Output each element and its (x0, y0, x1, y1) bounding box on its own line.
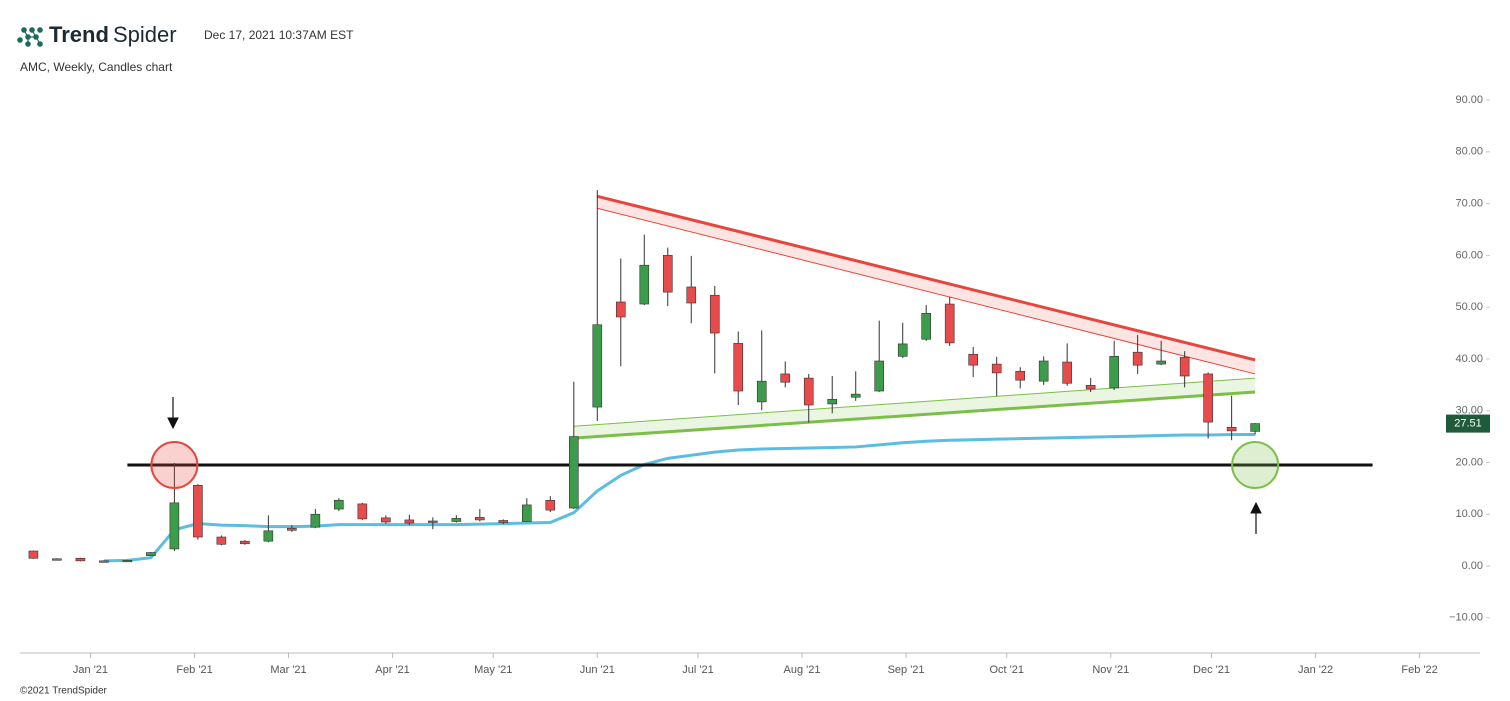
y-tick-label: 40.00 (1455, 353, 1483, 365)
candle-body (1062, 361, 1072, 384)
candle-body (662, 255, 673, 293)
x-tick-label: Apr '21 (375, 664, 410, 676)
candle-body (1156, 360, 1166, 365)
candle-body (287, 527, 297, 531)
highlight-circle (1231, 441, 1280, 490)
x-tick-label: Oct '21 (990, 664, 1025, 676)
candle-body (709, 294, 720, 334)
candle-body (1226, 426, 1237, 432)
candle-body (122, 560, 133, 563)
highlight-circle (150, 441, 199, 490)
candle-body (545, 499, 556, 511)
candle-body (263, 530, 274, 542)
y-tick-label: 90.00 (1455, 94, 1483, 106)
x-tick-label: Jan '21 (73, 664, 108, 676)
candle-body (146, 552, 156, 556)
y-tick-label: −10.00 (1449, 612, 1483, 624)
candle-body (686, 286, 697, 304)
x-tick-label: Mar '21 (270, 664, 306, 676)
timestamp: Dec 17, 2021 10:37AM EST (204, 28, 354, 42)
candle-body (1109, 356, 1119, 389)
y-tick-label: 60.00 (1455, 249, 1483, 261)
candle-body (216, 536, 227, 545)
y-tick-label: 10.00 (1455, 508, 1483, 520)
candle-body (874, 360, 885, 392)
x-tick-label: Jan '22 (1298, 664, 1333, 676)
candle-body (1085, 385, 1096, 390)
candle-body (99, 560, 109, 563)
candle-body (1179, 357, 1190, 377)
candle-body (357, 503, 368, 520)
candle-body (827, 399, 838, 405)
candle-body (756, 380, 767, 403)
candle-body (169, 502, 180, 550)
trendline (596, 194, 1256, 362)
candle-body (451, 518, 462, 522)
candle-body (193, 484, 203, 538)
copyright: ©2021 TrendSpider (20, 686, 108, 697)
arrow-down (167, 397, 179, 430)
candle-body (498, 520, 509, 523)
arrow-up (1250, 501, 1262, 534)
moving-average (103, 433, 1256, 563)
candle-body (733, 343, 744, 392)
x-tick-label: Dec '21 (1193, 664, 1230, 676)
x-tick-label: May '21 (474, 664, 512, 676)
candle-body (28, 550, 39, 559)
channel-fill (573, 378, 1256, 439)
candle-body (334, 499, 344, 510)
candle-body (404, 519, 415, 524)
candle-body (1132, 351, 1143, 366)
y-tick-label: 80.00 (1455, 146, 1483, 158)
last-price-box (1446, 414, 1490, 433)
subtitle: AMC, Weekly, Candles chart (20, 60, 173, 74)
candle-body (615, 301, 626, 318)
candle-body (522, 504, 532, 522)
candle-body (310, 513, 321, 528)
x-tick-label: Feb '22 (1401, 664, 1437, 676)
brand-thin: Spider (113, 22, 177, 47)
candle-body (850, 393, 861, 398)
trendline (597, 207, 1256, 375)
candle-body (1203, 373, 1213, 423)
brand-bold: Trend (49, 22, 109, 47)
trendline (573, 390, 1256, 440)
candle-body (897, 343, 908, 357)
candle-body (592, 324, 603, 408)
candle-body (1250, 423, 1260, 432)
candle-body (944, 303, 955, 344)
candle-body (639, 264, 650, 305)
x-tick-label: Jun '21 (580, 664, 615, 676)
candle-body (381, 517, 391, 523)
candle-body (568, 436, 579, 509)
candle-body (1038, 360, 1049, 382)
y-tick-label: 30.00 (1455, 405, 1483, 417)
y-tick-label: 70.00 (1455, 198, 1483, 210)
trendline (573, 377, 1256, 427)
x-tick-label: Aug '21 (784, 664, 821, 676)
x-tick-label: Jul '21 (682, 664, 713, 676)
candle-body (803, 377, 814, 406)
candle-body (475, 517, 485, 521)
candle-body (75, 557, 86, 562)
candle-body (780, 373, 791, 383)
y-tick-label: 50.00 (1455, 301, 1483, 313)
channel-fill (597, 196, 1256, 374)
candle-body (991, 363, 1002, 374)
candle-body (1015, 371, 1025, 381)
x-tick-label: Sep '21 (888, 664, 925, 676)
last-price-label: 27.51 (1454, 417, 1482, 429)
candle-body (428, 520, 438, 523)
candle-body (240, 540, 250, 545)
candle-body (52, 558, 62, 561)
logo-icon (17, 27, 43, 47)
y-tick-label: 0.00 (1462, 560, 1483, 572)
x-tick-label: Nov '21 (1092, 664, 1129, 676)
x-tick-label: Feb '21 (176, 664, 212, 676)
candle-body (921, 313, 932, 340)
candle-body (968, 353, 978, 366)
y-tick-label: 20.00 (1455, 456, 1483, 468)
